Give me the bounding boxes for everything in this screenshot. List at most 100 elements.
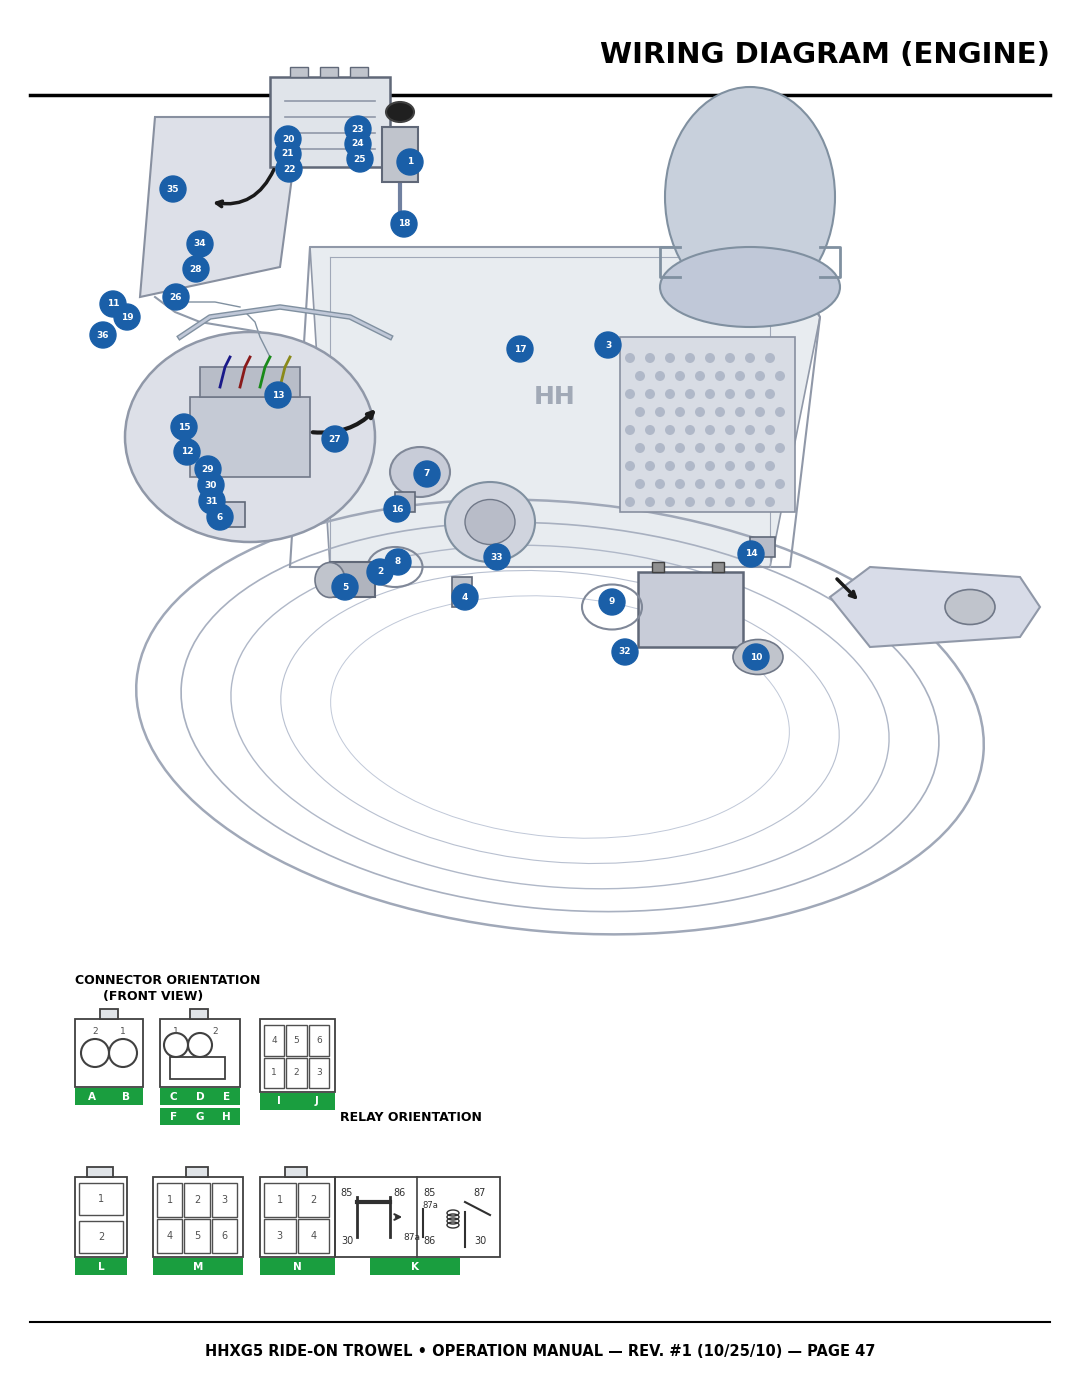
Circle shape [625,461,635,471]
Ellipse shape [465,500,515,545]
Circle shape [705,388,715,400]
Text: 1: 1 [173,1027,179,1035]
Text: 87a: 87a [422,1200,437,1210]
Circle shape [367,559,393,585]
Bar [260,1259,335,1275]
Circle shape [755,479,765,489]
Circle shape [265,381,291,408]
Circle shape [654,443,665,453]
Circle shape [345,116,372,142]
Bar [185,1183,210,1217]
Text: 13: 13 [272,391,284,400]
Bar [157,1220,183,1253]
Circle shape [665,388,675,400]
Bar [109,1088,143,1105]
Circle shape [453,584,478,610]
Circle shape [765,461,775,471]
Bar [160,1108,187,1125]
Circle shape [90,321,116,348]
Text: 3: 3 [316,1069,322,1077]
Circle shape [183,256,210,282]
Ellipse shape [665,87,835,307]
Circle shape [391,211,417,237]
Text: HHXG5 RIDE-ON TROWEL • OPERATION MANUAL — REV. #1 (10/25/10) — PAGE 47: HHXG5 RIDE-ON TROWEL • OPERATION MANUAL … [205,1344,875,1359]
Circle shape [738,541,764,567]
Circle shape [745,353,755,363]
Circle shape [745,497,755,507]
Circle shape [675,372,685,381]
Text: 34: 34 [193,239,206,249]
Text: 4: 4 [271,1035,276,1045]
Circle shape [612,638,638,665]
Text: 9: 9 [609,598,616,606]
Circle shape [187,231,213,257]
Text: J: J [314,1097,319,1106]
Bar [264,1220,296,1253]
Ellipse shape [660,247,840,327]
Text: 16: 16 [391,504,403,514]
Text: 15: 15 [178,422,190,432]
Text: 1: 1 [271,1069,278,1077]
Circle shape [755,443,765,453]
Bar [638,571,743,647]
Circle shape [775,443,785,453]
Bar [297,1220,329,1253]
Circle shape [397,149,423,175]
Circle shape [195,455,221,482]
Bar [750,536,775,557]
Text: RELAY ORIENTATION: RELAY ORIENTATION [340,1111,482,1125]
Text: 18: 18 [397,219,410,229]
Circle shape [735,407,745,416]
Circle shape [625,497,635,507]
Bar [335,1178,500,1257]
Text: HH: HH [535,386,576,409]
Circle shape [685,461,696,471]
Circle shape [745,461,755,471]
Circle shape [322,426,348,453]
Bar [320,67,338,77]
Bar [260,1018,335,1092]
Text: 2: 2 [194,1194,200,1206]
Text: 3: 3 [221,1194,228,1206]
Ellipse shape [445,482,535,562]
Text: 30: 30 [341,1236,353,1246]
Text: 87: 87 [474,1187,486,1199]
Bar [350,67,368,77]
Bar [75,1178,127,1257]
Circle shape [654,479,665,489]
Text: 2: 2 [98,1232,104,1242]
Polygon shape [140,117,300,298]
Bar [712,562,724,571]
Bar [75,1018,143,1087]
Bar [285,1166,307,1178]
Bar [75,1088,109,1105]
Text: 29: 29 [202,464,214,474]
Circle shape [675,479,685,489]
Bar [453,577,472,608]
Bar [309,1058,329,1088]
Bar [395,492,415,511]
Circle shape [276,156,302,182]
Circle shape [635,372,645,381]
Text: WIRING DIAGRAM (ENGINE): WIRING DIAGRAM (ENGINE) [600,41,1050,68]
Bar [100,1009,118,1018]
Circle shape [743,644,769,671]
Text: 2: 2 [377,567,383,577]
Bar [153,1178,243,1257]
Circle shape [685,353,696,363]
Bar [382,127,418,182]
Bar [264,1058,284,1088]
Text: 3: 3 [605,341,611,349]
Bar [187,1088,214,1105]
Circle shape [765,353,775,363]
Text: C: C [170,1091,177,1101]
Circle shape [725,461,735,471]
Bar [264,1183,296,1217]
Bar [264,1025,284,1056]
Bar [260,1092,297,1111]
Text: I: I [276,1097,281,1106]
Circle shape [765,388,775,400]
Ellipse shape [125,332,375,542]
Text: 31: 31 [206,496,218,506]
Bar [87,1166,113,1178]
